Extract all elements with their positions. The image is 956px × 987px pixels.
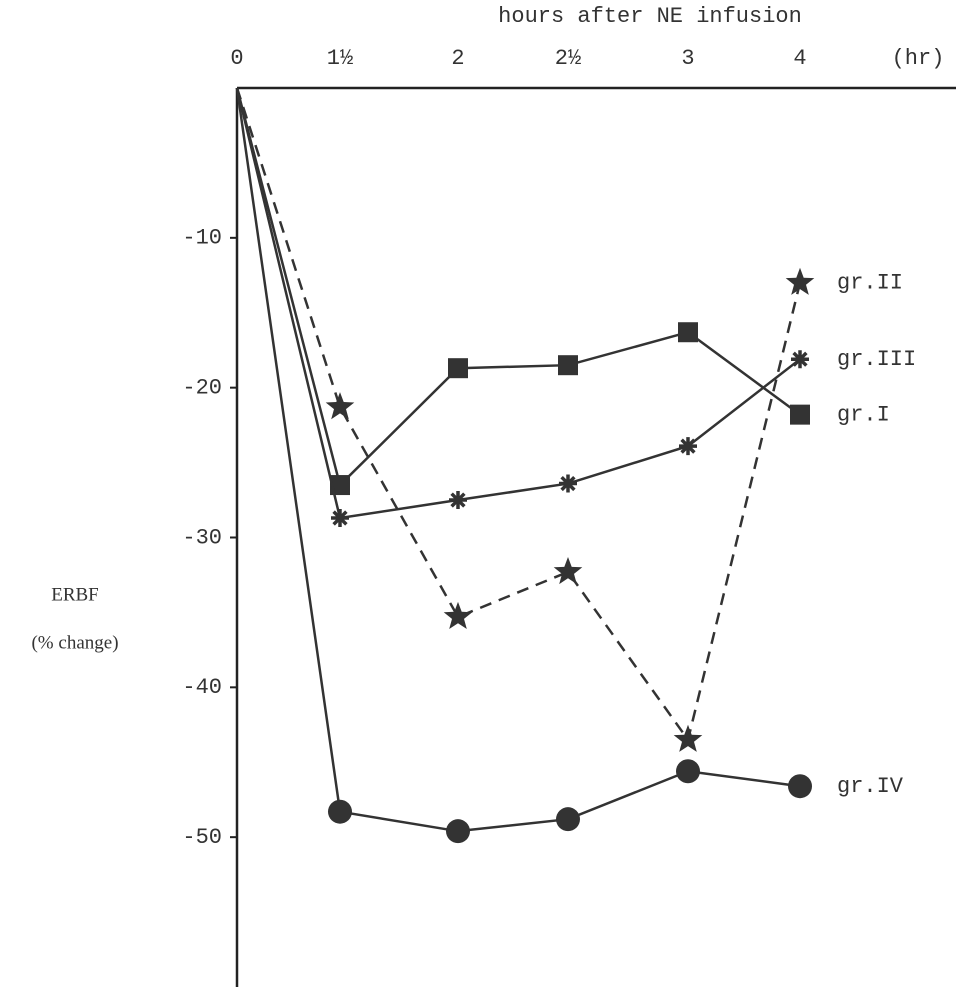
chart-title: hours after NE infusion [498, 4, 802, 29]
y-tick-label: -40 [182, 675, 222, 700]
x-unit: (hr) [892, 46, 945, 71]
marker [331, 509, 349, 528]
series-label: gr.III [837, 347, 916, 372]
marker [558, 355, 578, 376]
x-tick-label: 3 [681, 46, 694, 71]
series-line [235, 87, 801, 488]
x-tick-label: 1½ [327, 46, 353, 71]
marker [330, 475, 350, 496]
x-tick-label: 2 [451, 46, 464, 71]
marker [448, 358, 468, 379]
marker [676, 759, 700, 784]
series-label: gr.II [837, 271, 903, 296]
y-label: ERBF [51, 584, 99, 605]
marker [790, 404, 810, 425]
series-line [235, 87, 801, 833]
marker [785, 267, 815, 295]
marker [791, 350, 809, 369]
y-tick-label: -50 [182, 825, 222, 850]
x-tick-label: 4 [793, 46, 806, 71]
marker [328, 799, 352, 824]
marker [679, 437, 697, 456]
marker [325, 392, 355, 420]
marker [559, 474, 577, 493]
y-tick-label: -20 [182, 375, 222, 400]
series-label: gr.IV [837, 774, 904, 799]
marker [446, 819, 470, 844]
marker [449, 491, 467, 510]
y-tick-label: -30 [182, 525, 222, 550]
marker [553, 557, 583, 585]
series-label: gr.I [837, 402, 890, 427]
x-tick-label: 0 [230, 46, 243, 71]
x-tick-label: 2½ [555, 46, 581, 71]
series-line [235, 87, 801, 520]
marker [788, 774, 812, 799]
y-label-unit: (% change) [31, 632, 118, 653]
marker [443, 601, 473, 629]
marker [673, 724, 703, 752]
marker [556, 807, 580, 832]
y-tick-label: -10 [182, 226, 222, 251]
marker [678, 322, 698, 343]
